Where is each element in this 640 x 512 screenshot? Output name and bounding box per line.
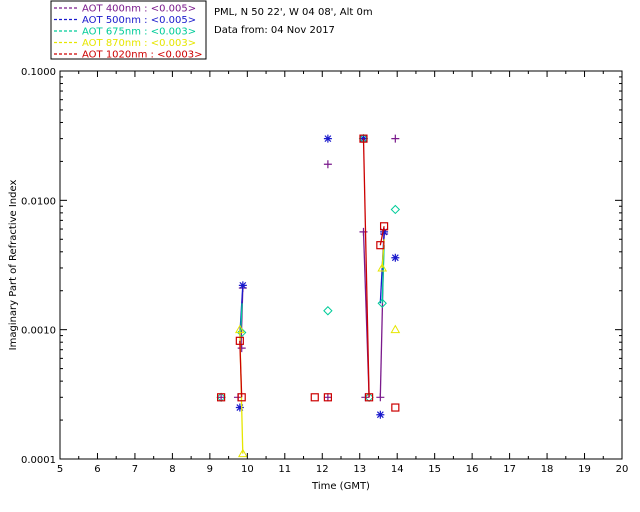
x-tick-label: 13 — [353, 464, 366, 475]
data-point — [323, 134, 332, 143]
site-info: PML, N 50 22', W 04 08', Alt 0m — [214, 7, 373, 18]
data-point — [235, 403, 244, 412]
data-point — [323, 393, 332, 402]
legend-box — [50, 0, 207, 60]
series-2 — [235, 134, 400, 419]
plot-area — [216, 133, 401, 458]
series-5 — [217, 134, 400, 412]
data-point — [391, 253, 400, 262]
x-tick-label: 6 — [94, 464, 100, 475]
data-point — [237, 327, 247, 338]
data-point — [217, 393, 226, 402]
x-tick-label: 19 — [578, 464, 591, 475]
y-tick-label: 0.1000 — [21, 67, 56, 78]
x-tick-label: 18 — [541, 464, 554, 475]
data-point — [377, 262, 388, 272]
data-point — [323, 306, 333, 316]
legend-label: AOT 1020nm : <0.003> — [82, 50, 202, 61]
series-line — [239, 340, 243, 398]
data-point — [379, 222, 389, 231]
legend-label: AOT 400nm : <0.005> — [82, 4, 196, 15]
y-tick-label: 0.0001 — [21, 455, 56, 466]
data-point — [359, 227, 368, 236]
axes: 5 6 7 8 9 10 11 12 13 14 15 16 17 18 19 20 0.0001 0.0010 0… — [21, 67, 628, 475]
data-point — [359, 134, 368, 143]
x-tick-label: 10 — [241, 464, 254, 475]
data-point — [238, 281, 247, 290]
y-tick-label: 0.0010 — [21, 326, 56, 337]
data-point — [217, 393, 226, 402]
data-point — [376, 393, 385, 402]
x-axis-label: Time (GMT) — [311, 481, 370, 492]
data-point — [377, 298, 387, 308]
plot-frame — [59, 70, 623, 460]
data-point — [391, 403, 400, 412]
series-4 — [234, 239, 401, 458]
data-point — [376, 410, 385, 419]
legend-label: AOT 675nm : <0.003> — [82, 27, 196, 38]
data-point — [376, 241, 385, 250]
data-point — [235, 336, 244, 345]
legend: AOT 400nm : <0.005>AOT 500nm : <0.005>AO… — [50, 0, 207, 61]
y-tick-label: 0.0100 — [21, 196, 56, 207]
data-point — [390, 204, 401, 215]
x-tick-label: 5 — [57, 464, 63, 475]
data-point — [310, 393, 319, 402]
data-point — [323, 393, 332, 402]
legend-label: AOT 500nm : <0.005> — [82, 15, 196, 26]
data-point — [380, 227, 389, 236]
series-line — [362, 138, 370, 398]
legend-label: AOT 870nm : <0.003> — [82, 38, 196, 49]
series-3 — [216, 133, 401, 402]
data-point — [390, 324, 401, 334]
x-tick-label: 20 — [616, 464, 629, 475]
series-1 — [217, 134, 400, 402]
data-point — [237, 393, 246, 402]
x-tick-label: 16 — [466, 464, 479, 475]
data-point — [234, 324, 245, 334]
x-tick-label: 11 — [278, 464, 291, 475]
data-point — [391, 134, 400, 143]
data-point — [237, 344, 246, 353]
x-tick-label: 14 — [391, 464, 404, 475]
x-tick-label: 7 — [132, 464, 138, 475]
data-point — [237, 448, 248, 458]
x-tick-label: 17 — [503, 464, 516, 475]
x-tick-label: 15 — [428, 464, 441, 475]
date-info: Data from: 04 Nov 2017 — [214, 25, 335, 36]
x-tick-label: 12 — [316, 464, 329, 475]
data-point — [323, 160, 332, 169]
y-axis-label: Imaginary Part of Refractive Index — [8, 180, 19, 351]
series-line — [381, 245, 385, 304]
data-point — [365, 393, 374, 402]
x-tick-label: 9 — [207, 464, 213, 475]
x-tick-label: 8 — [169, 464, 175, 475]
